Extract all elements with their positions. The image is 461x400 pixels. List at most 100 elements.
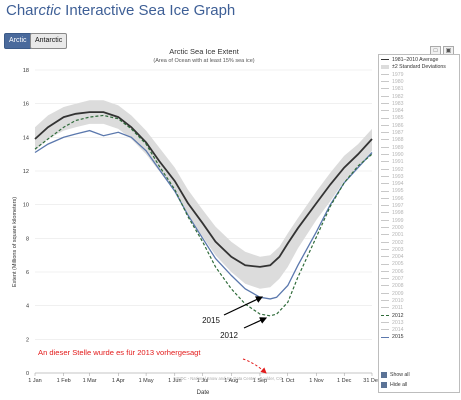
legend-label: 1984 [392, 108, 404, 115]
app-title-prefix: Char [6, 2, 39, 19]
legend-label: 2002 [392, 239, 404, 246]
legend-item[interactable]: 1994 [381, 181, 404, 187]
legend-label: 1996 [392, 195, 404, 202]
show-all-button[interactable]: Show all [381, 371, 410, 379]
legend-label: 1987 [392, 130, 404, 136]
legend-item[interactable]: 1996 [381, 196, 404, 202]
legend-item[interactable]: 1983 [381, 101, 404, 107]
legend-item[interactable]: 1982 [381, 94, 404, 100]
legend-item[interactable]: 1979 [381, 72, 404, 78]
legend-swatch [381, 117, 389, 119]
legend-item[interactable]: 1980 [381, 79, 404, 85]
legend-swatch [381, 212, 389, 214]
legend-swatch [381, 336, 389, 338]
legend-swatch [381, 278, 389, 280]
legend-swatch [381, 190, 389, 192]
legend-item[interactable]: 1986 [381, 123, 404, 129]
legend-item[interactable]: 2009 [381, 291, 404, 297]
arrow-2013-prediction [242, 358, 267, 374]
legend-swatch [381, 241, 389, 243]
legend-button-label: Hide all [390, 382, 408, 388]
app-title-italic: ctic [38, 2, 62, 19]
x-tick-label: 1 Dec [337, 378, 352, 384]
legend-item[interactable]: 2010 [381, 298, 404, 304]
legend-item[interactable]: 1999 [381, 218, 404, 224]
legend-swatch [381, 161, 389, 163]
legend-label: 1982 [392, 93, 404, 100]
legend-item[interactable]: 2007 [381, 276, 404, 282]
series-line-2012 [34, 114, 373, 317]
legend-label: 1981 [392, 86, 404, 93]
x-tick-label: 1 Oct [281, 378, 295, 384]
legend-item[interactable]: 2004 [381, 254, 404, 260]
label-2015: 2015 [202, 316, 220, 325]
legend-label: 1988 [392, 137, 404, 144]
legend-item[interactable]: 1995 [381, 188, 404, 194]
x-tick-label: 1 Jul [197, 378, 209, 384]
legend-item[interactable]: 2011 [381, 305, 403, 311]
legend-label: 1990 [392, 151, 404, 158]
legend-label: 2004 [392, 254, 404, 261]
legend-item[interactable]: 2015 [381, 334, 404, 340]
legend-item[interactable]: 2008 [381, 283, 404, 289]
legend-swatch [381, 256, 389, 258]
legend-item[interactable]: 2012 [381, 313, 404, 319]
legend-item[interactable]: 1992 [381, 167, 404, 173]
legend-label: 1979 [392, 71, 404, 78]
legend-item[interactable]: 2006 [381, 269, 404, 275]
legend-item[interactable]: 1984 [381, 108, 404, 114]
y-tick-label: 2 [26, 337, 29, 343]
legend-swatch [381, 234, 389, 236]
app-title: Charctic Interactive Sea Ice Graph [6, 2, 235, 19]
legend-item[interactable]: 1993 [381, 174, 404, 180]
legend-item[interactable]: 1990 [381, 152, 404, 158]
legend-item[interactable]: 1988 [381, 137, 404, 143]
legend-item[interactable]: 2013 [381, 320, 404, 326]
legend-item[interactable]: 1987 [381, 130, 404, 136]
legend-swatch [381, 219, 389, 221]
legend: 1981–2010 Average ±2 Standard Deviations 1… [378, 54, 460, 393]
legend-swatch [381, 146, 389, 148]
x-tick-label: 1 May [139, 378, 154, 384]
legend-label: 1983 [392, 100, 404, 107]
legend-swatch [381, 81, 389, 83]
app-title-suffix: Interactive Sea Ice Graph [61, 2, 236, 19]
legend-item[interactable]: 2003 [381, 247, 404, 253]
legend-swatch [381, 329, 389, 331]
legend-swatch [381, 73, 389, 75]
legend-swatch [381, 205, 389, 207]
legend-item[interactable]: 2014 [381, 327, 404, 333]
legend-item[interactable]: 2002 [381, 240, 404, 246]
legend-item[interactable]: 1981–2010 Average [381, 57, 438, 63]
legend-item[interactable]: 1989 [381, 145, 404, 151]
legend-swatch [381, 88, 389, 90]
legend-item[interactable]: 1981 [381, 86, 404, 92]
tab-antarctic[interactable]: Antarctic [30, 33, 68, 49]
hide-all-button[interactable]: Hide all [381, 381, 407, 389]
x-tick-label: 1 Aug [224, 378, 238, 384]
x-tick-label: 1 Jan [28, 378, 41, 384]
legend-label: 2011 [392, 305, 404, 312]
legend-label: 1989 [392, 144, 404, 151]
label-2012: 2012 [220, 331, 238, 340]
legend-label: 2009 [392, 290, 404, 297]
legend-swatch [381, 95, 389, 97]
legend-item[interactable]: 1997 [381, 203, 404, 209]
legend-item[interactable]: 1998 [381, 210, 404, 216]
legend-label: ±2 Standard Deviations [392, 64, 446, 71]
chart-credit: NSIDC - National Snow and Ice Data Cente… [174, 376, 284, 381]
series-lines [34, 111, 373, 317]
arrow-2015 [223, 296, 264, 316]
legend-item[interactable]: 1991 [381, 159, 404, 165]
legend-item[interactable]: 1985 [381, 115, 404, 121]
legend-item[interactable]: ±2 Standard Deviations [381, 64, 446, 70]
legend-item[interactable]: 2000 [381, 225, 404, 231]
legend-swatch [381, 154, 389, 156]
legend-label: 2007 [392, 276, 404, 282]
legend-item[interactable]: 2001 [381, 232, 404, 238]
legend-swatch [381, 175, 389, 177]
x-tick-label: 1 Mar [83, 378, 97, 384]
legend-swatch [381, 59, 389, 61]
legend-button-label: Show all [390, 372, 410, 378]
legend-item[interactable]: 2005 [381, 261, 404, 267]
